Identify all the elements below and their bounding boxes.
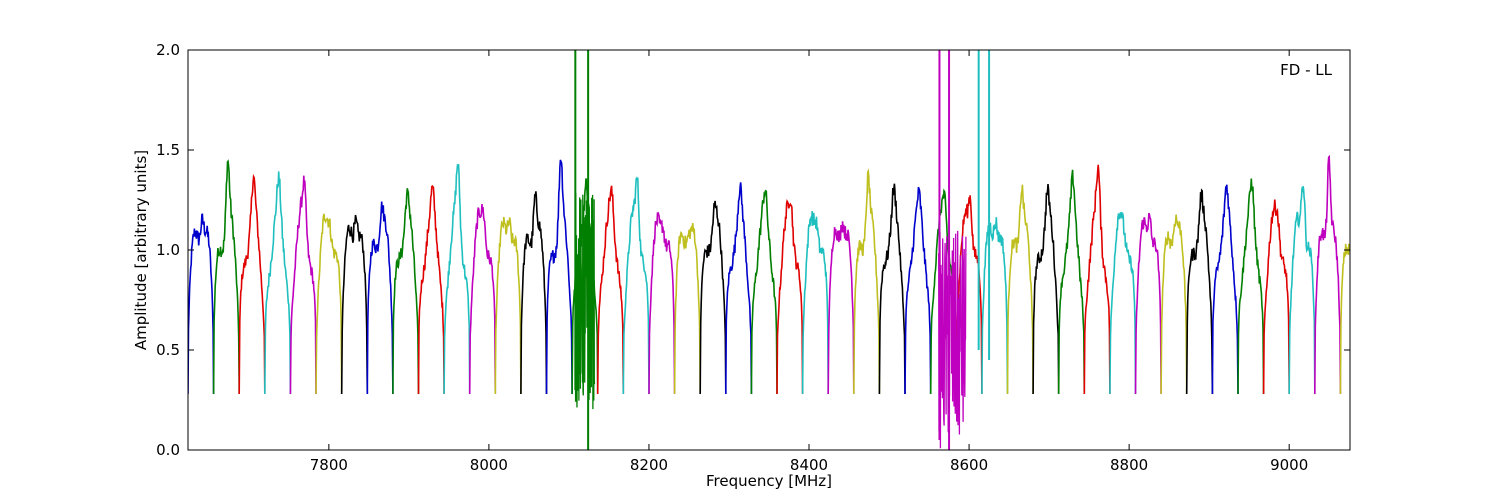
x-tick-label: 8000: [470, 456, 508, 474]
subband-line-2: [238, 173, 266, 395]
series-layer: [188, 50, 1350, 450]
subband-line-33: [1032, 184, 1060, 395]
subband-line-17: [622, 176, 650, 395]
y-tick-label: 1.5: [156, 141, 180, 159]
subband-line-13: [520, 191, 548, 395]
subband-line-21: [725, 182, 753, 395]
subband-line-14: [545, 159, 573, 395]
chart-annotation: FD - LL: [1280, 61, 1332, 79]
subband-line-31: [981, 217, 1009, 395]
subband-line-41: [1237, 178, 1265, 395]
subband-line-25: [827, 221, 855, 395]
y-tick-label: 1.0: [156, 241, 180, 259]
x-tick-label: 7800: [310, 456, 348, 474]
subband-line-26: [853, 168, 881, 395]
y-axis-label: Amplitude [arbitrary units]: [132, 150, 150, 350]
subband-line-5: [315, 213, 343, 395]
subband-line-0: [188, 213, 215, 395]
x-tick-label: 8200: [630, 456, 668, 474]
x-tick-label: 8800: [1110, 456, 1148, 474]
x-tick-label: 8400: [790, 456, 828, 474]
subband-line-22: [750, 189, 778, 395]
subband-line-42: [1262, 199, 1290, 395]
subband-line-44: [1314, 154, 1342, 395]
subband-line-19: [673, 223, 701, 395]
x-axis-label: Frequency [MHz]: [706, 472, 832, 490]
subband-line-36: [1109, 211, 1137, 395]
subband-line-20: [699, 200, 727, 395]
subband-line-27: [878, 183, 906, 395]
subband-line-18: [648, 211, 676, 395]
subband-line-45: [1339, 243, 1350, 395]
subband-line-10: [443, 163, 471, 395]
subband-line-7: [366, 201, 394, 395]
subband-line-24: [801, 211, 829, 395]
tick-layer: 7800 8000 8200 8400 8600 8800 9000 0.0 0.5 1.0 1.5…: [156, 41, 1350, 474]
subband-line-32: [1006, 184, 1034, 395]
subband-line-43: [1288, 186, 1316, 395]
y-tick-label: 2.0: [156, 41, 180, 59]
subband-line-35: [1083, 164, 1111, 395]
subband-line-6: [340, 214, 369, 395]
subband-line-16: [596, 185, 625, 395]
subband-line-34: [1057, 169, 1086, 395]
subband-line-8: [392, 188, 420, 395]
rfi-noise-band-0: [574, 192, 596, 410]
subband-line-4: [289, 175, 317, 395]
subband-line-40: [1211, 184, 1239, 395]
x-tick-label: 8600: [950, 456, 988, 474]
subband-line-9: [417, 184, 445, 395]
subband-line-12: [494, 216, 522, 395]
y-tick-label: 0.5: [156, 341, 180, 359]
subband-line-28: [904, 186, 932, 395]
subband-line-23: [776, 199, 804, 395]
subband-line-37: [1134, 212, 1162, 395]
x-tick-label: 9000: [1270, 456, 1308, 474]
subband-line-11: [468, 204, 497, 395]
subband-line-39: [1185, 188, 1214, 395]
y-tick-label: 0.0: [156, 441, 180, 459]
subband-line-38: [1160, 214, 1188, 395]
subband-line-3: [264, 171, 292, 395]
rfi-noise-band-1: [938, 230, 967, 449]
subband-line-1: [212, 159, 240, 395]
